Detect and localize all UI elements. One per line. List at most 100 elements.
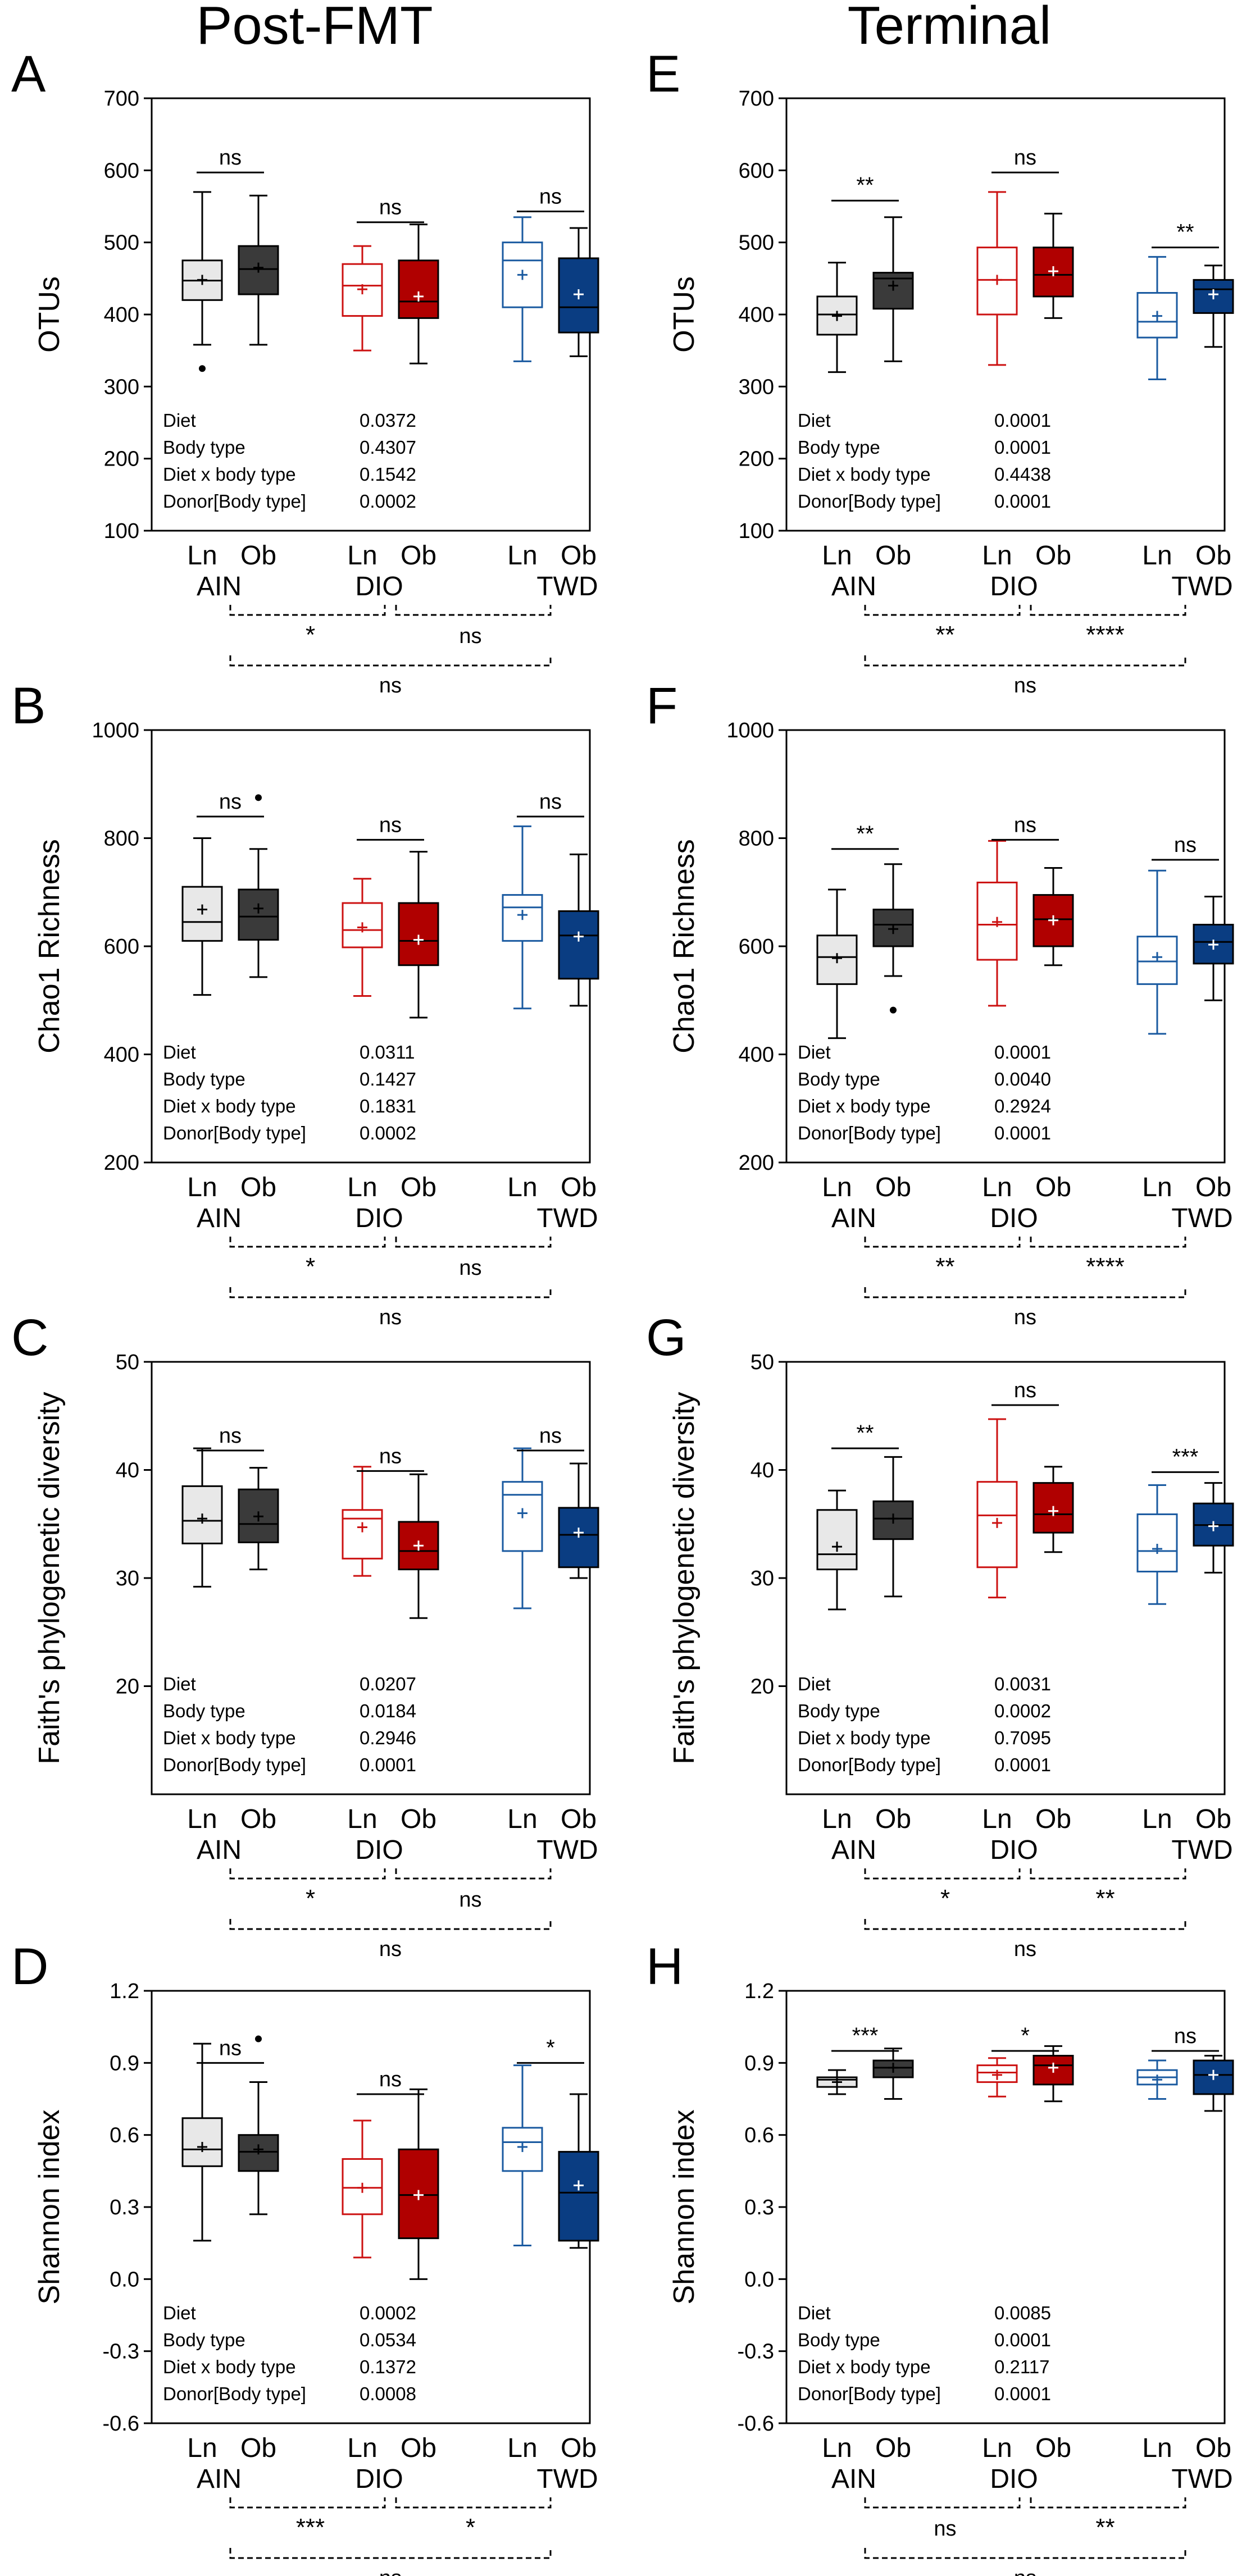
x-sub-label-ln: Ln (187, 1173, 217, 1202)
stat-pvalue: 0.0002 (360, 1123, 416, 1143)
stat-pvalue: 0.0001 (994, 1042, 1051, 1063)
within-diet-label: *** (1172, 1444, 1199, 1469)
box-ain-ob (238, 794, 279, 978)
between-bracket-ain-dio (864, 605, 1021, 616)
x-sub-label-ob: Ob (875, 1173, 911, 1202)
between-label-ain-twd: ns (379, 1937, 402, 1961)
header-post-fmt: Post-FMT (196, 0, 433, 56)
between-bracket-dio-twd (1030, 605, 1186, 616)
stat-name: Diet x body type (798, 1727, 931, 1748)
within-diet-label: ns (1014, 1379, 1036, 1402)
x-diet-label-dio: DIO (990, 1203, 1038, 1233)
y-tick-label: 400 (104, 1043, 139, 1067)
within-diet-label: ns (219, 146, 242, 170)
between-label-ain-twd: ns (1014, 1306, 1036, 1329)
between-label-ain-twd: ns (379, 2566, 402, 2576)
stat-pvalue: 0.1372 (360, 2356, 416, 2377)
box-dio-ob (398, 224, 439, 364)
stat-name: Diet x body type (798, 1096, 931, 1116)
stat-pvalue: 0.2117 (994, 2356, 1049, 2377)
x-diet-label-twd: TWD (536, 1835, 598, 1865)
x-diet-label-twd: TWD (536, 2464, 598, 2494)
stat-pvalue: 0.1831 (360, 1096, 416, 1116)
panel-a: A OTUs 100 200 300 400 500 600 700 ns ns ns Diet 0.03… (11, 45, 599, 697)
x-diet-label-twd: TWD (1171, 2464, 1232, 2494)
between-label-ain-dio: * (306, 1885, 315, 1912)
between-label-ain-twd: ns (1014, 1937, 1036, 1961)
box-iqr (976, 881, 1018, 961)
panel-b: B Chao1 Richness 200 400 600 800 1000 ns ns ns Die… (11, 677, 599, 1329)
stat-pvalue: 0.0001 (994, 2329, 1051, 2350)
within-diet-label: ns (539, 1424, 562, 1448)
stat-name: Diet x body type (163, 1727, 296, 1748)
between-label-ain-twd: ns (1014, 674, 1036, 697)
box-twd-ob (558, 1462, 599, 1579)
x-diet-label-twd: TWD (1171, 572, 1232, 601)
between-bracket-ain-dio (229, 605, 386, 616)
stat-pvalue: 0.0001 (360, 1754, 416, 1775)
x-sub-label-ln: Ln (347, 2433, 377, 2463)
x-diet-label-dio: DIO (355, 2464, 403, 2494)
box-dio-ob (1032, 2045, 1074, 2103)
box-dio-ob (398, 2088, 439, 2280)
box-twd-ob (1193, 1482, 1234, 1574)
x-sub-label-ob: Ob (561, 1804, 597, 1834)
box-ain-ln (181, 191, 223, 372)
box-twd-ob (558, 2093, 599, 2249)
between-label-dio-twd: ** (1095, 1885, 1115, 1912)
box-ain-ln (181, 837, 223, 996)
within-diet-label: ns (539, 790, 562, 814)
box-twd-ln (502, 2064, 543, 2246)
y-tick-label: 800 (104, 827, 139, 851)
y-axis-label: Chao1 Richness (33, 839, 66, 1054)
stat-pvalue: 0.7095 (994, 1727, 1051, 1748)
x-sub-label-ob: Ob (1035, 1173, 1071, 1202)
y-tick-label: 700 (104, 87, 139, 111)
x-diet-label-ain: AIN (831, 1835, 876, 1865)
y-axis-label: OTUs (668, 276, 700, 353)
stat-pvalue: 0.1542 (360, 464, 416, 485)
y-tick-label: 40 (116, 1459, 139, 1483)
within-diet-label: *** (852, 2023, 879, 2048)
box-ain-ob (238, 2035, 279, 2215)
y-tick-label: 0.9 (744, 2051, 774, 2075)
panel-e: E OTUs 100 200 300 400 500 600 700 ** ns ** Diet 0.00… (646, 45, 1234, 697)
box-dio-ob (1032, 1466, 1074, 1553)
y-axis-label: Faith's phylogenetic diversity (33, 1392, 66, 1764)
x-sub-label-ln: Ln (1142, 1804, 1172, 1834)
box-twd-ob (1193, 895, 1234, 1001)
stat-name: Diet (798, 1042, 831, 1063)
x-sub-label-ob: Ob (875, 541, 911, 571)
within-diet-label: ns (1014, 813, 1036, 837)
stat-name: Diet (798, 1674, 831, 1694)
stat-pvalue: 0.0184 (360, 1700, 416, 1721)
between-bracket-ain-dio (229, 1868, 386, 1880)
stat-name: Donor[Body type] (798, 1123, 941, 1143)
stat-name: Body type (163, 1700, 245, 1721)
y-axis-label: OTUs (33, 276, 66, 353)
within-diet-label: ns (219, 2036, 242, 2060)
stat-name: Body type (798, 1069, 880, 1089)
x-diet-label-ain: AIN (197, 572, 242, 601)
stat-pvalue: 0.0002 (360, 491, 416, 512)
x-diet-label-ain: AIN (831, 2464, 876, 2494)
x-sub-label-ob: Ob (1035, 1804, 1071, 1834)
between-label-dio-twd: ns (459, 1256, 481, 1280)
outlier-point (255, 794, 262, 801)
within-diet-label: ns (379, 813, 402, 837)
box-ain-ob (872, 2048, 914, 2100)
box-iqr (1136, 1513, 1178, 1572)
stat-pvalue: 0.0311 (360, 1042, 415, 1063)
between-bracket-ain-dio (864, 1237, 1021, 1248)
between-bracket-dio-twd (395, 1237, 552, 1248)
y-tick-label: 200 (739, 448, 774, 471)
panel-letter-b: B (11, 677, 46, 735)
stat-name: Donor[Body type] (163, 2383, 306, 2404)
x-sub-label-ob: Ob (1195, 541, 1231, 571)
box-ain-ob (238, 1467, 279, 1571)
y-tick-label: 0.9 (110, 2051, 139, 2075)
stat-pvalue: 0.1427 (360, 1069, 416, 1089)
x-diet-label-ain: AIN (831, 1203, 876, 1233)
x-sub-label-ln: Ln (347, 1173, 377, 1202)
y-tick-label: 0.3 (110, 2196, 139, 2219)
